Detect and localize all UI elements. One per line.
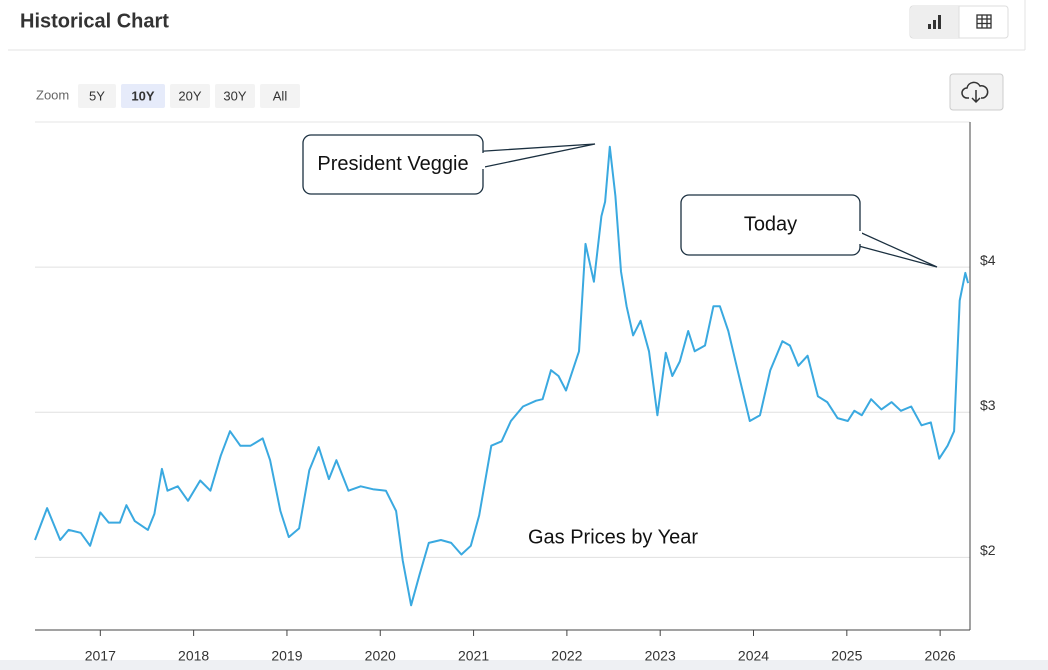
header-title: Historical Chart bbox=[20, 10, 169, 32]
download-icon bbox=[961, 81, 989, 104]
zoom-button[interactable] bbox=[121, 84, 165, 108]
callout-text: Today bbox=[744, 213, 797, 235]
callout-mask bbox=[844, 231, 862, 244]
x-tick-label: 2026 bbox=[925, 648, 956, 664]
zoom-button[interactable] bbox=[260, 84, 300, 108]
y-tick-label: $2 bbox=[980, 542, 996, 558]
zoom-option[interactable]: 20Y bbox=[178, 88, 201, 103]
y-tick-label: $4 bbox=[980, 252, 996, 268]
x-tick-label: 2022 bbox=[551, 648, 582, 664]
callout-box bbox=[680, 194, 861, 256]
x-tick-label: 2023 bbox=[645, 648, 676, 664]
x-tick-label: 2018 bbox=[178, 648, 209, 664]
view-toggle[interactable] bbox=[909, 5, 1009, 39]
callout-text: President Veggie bbox=[317, 153, 468, 175]
zoom-buttons: 5Y 10Y 20Y 30Y All bbox=[78, 84, 300, 108]
zoom-option[interactable]: 10Y bbox=[131, 88, 154, 103]
zoom-option[interactable]: All bbox=[273, 88, 288, 103]
x-tick-label: 2017 bbox=[85, 648, 116, 664]
callout-mask bbox=[467, 153, 485, 169]
zoom-button[interactable] bbox=[78, 84, 116, 108]
zoom-button[interactable] bbox=[215, 84, 255, 108]
table-icon[interactable] bbox=[976, 14, 992, 29]
x-tick-label: 2025 bbox=[831, 648, 862, 664]
callout-pointer bbox=[854, 229, 938, 268]
chart-title: Gas Prices by Year bbox=[528, 526, 698, 548]
x-tick-label: 2024 bbox=[738, 648, 769, 664]
download-button[interactable] bbox=[949, 73, 1004, 111]
zoom-label: Zoom bbox=[36, 87, 69, 102]
price-line bbox=[34, 145, 970, 607]
footer-strip bbox=[0, 660, 1048, 670]
x-tick-label: 2020 bbox=[365, 648, 396, 664]
chart-icon[interactable] bbox=[928, 15, 941, 29]
zoom-option[interactable]: 30Y bbox=[223, 88, 246, 103]
x-tick-label: 2019 bbox=[271, 648, 302, 664]
plot-area: $2 $3 $4 2017 2018 2019 2020 2021 2022 2023 2024 20… bbox=[34, 121, 996, 664]
callout-pointer bbox=[469, 143, 596, 171]
zoom-option[interactable]: 5Y bbox=[89, 88, 105, 103]
x-tick-label: 2021 bbox=[458, 648, 489, 664]
zoom-button[interactable] bbox=[170, 84, 210, 108]
y-tick-label: $3 bbox=[980, 397, 996, 413]
